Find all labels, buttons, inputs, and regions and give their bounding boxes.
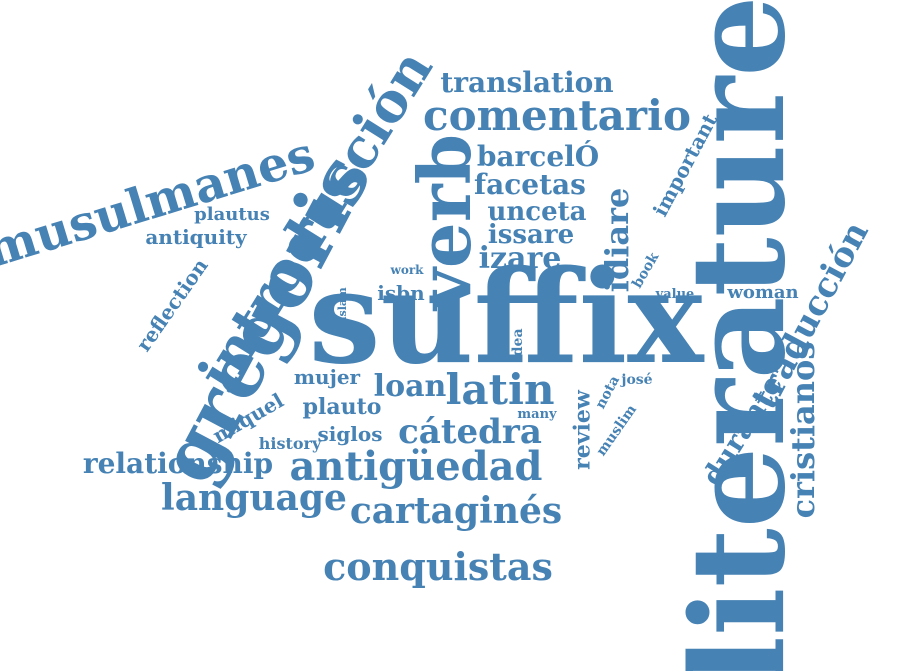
word-literature: literature: [664, 0, 814, 671]
word-cartagines: cartaginés: [350, 490, 562, 532]
word-value: value: [655, 287, 695, 302]
word-review: review: [570, 389, 596, 470]
word-idea: idea: [510, 328, 526, 361]
word-islam: islam: [336, 287, 349, 321]
word-mujer: mujer: [294, 365, 361, 389]
word-jose: josé: [619, 372, 652, 388]
word-facetas: facetas: [474, 168, 586, 201]
word-conquistas: conquistas: [323, 544, 553, 589]
word-catedra: cátedra: [398, 412, 542, 452]
word-barcelo: barcelÓ: [477, 139, 599, 173]
word-siglos: siglos: [317, 422, 382, 446]
word-idiare: idiare: [598, 188, 636, 293]
word-antiquity: antiquity: [145, 225, 248, 249]
word-isbn: isbn: [377, 281, 425, 305]
word-woman: woman: [726, 282, 798, 303]
word-antiguedad: antigüedad: [289, 443, 542, 490]
word-loan: loan: [374, 369, 447, 404]
word-work: work: [390, 263, 425, 277]
word-suffix: suffix: [308, 243, 705, 393]
word-unceta: unceta: [487, 197, 586, 227]
word-izare: izare: [479, 241, 562, 276]
word-language: language: [161, 477, 347, 519]
word-cristianos: cristianos: [784, 342, 822, 519]
word-plauto: plauto: [303, 394, 382, 420]
word-muslim: muslim: [593, 402, 640, 459]
word-issare: issare: [488, 220, 574, 250]
word-latin: latin: [445, 365, 554, 414]
word-history: history: [259, 434, 322, 453]
word-verb: verb: [402, 134, 487, 312]
word-relationship: relationship: [83, 447, 273, 480]
word-translation: translation: [440, 66, 613, 99]
word-many: many: [517, 407, 557, 422]
word-comentario: comentario: [423, 91, 691, 140]
word-plautus: plautus: [194, 204, 270, 225]
